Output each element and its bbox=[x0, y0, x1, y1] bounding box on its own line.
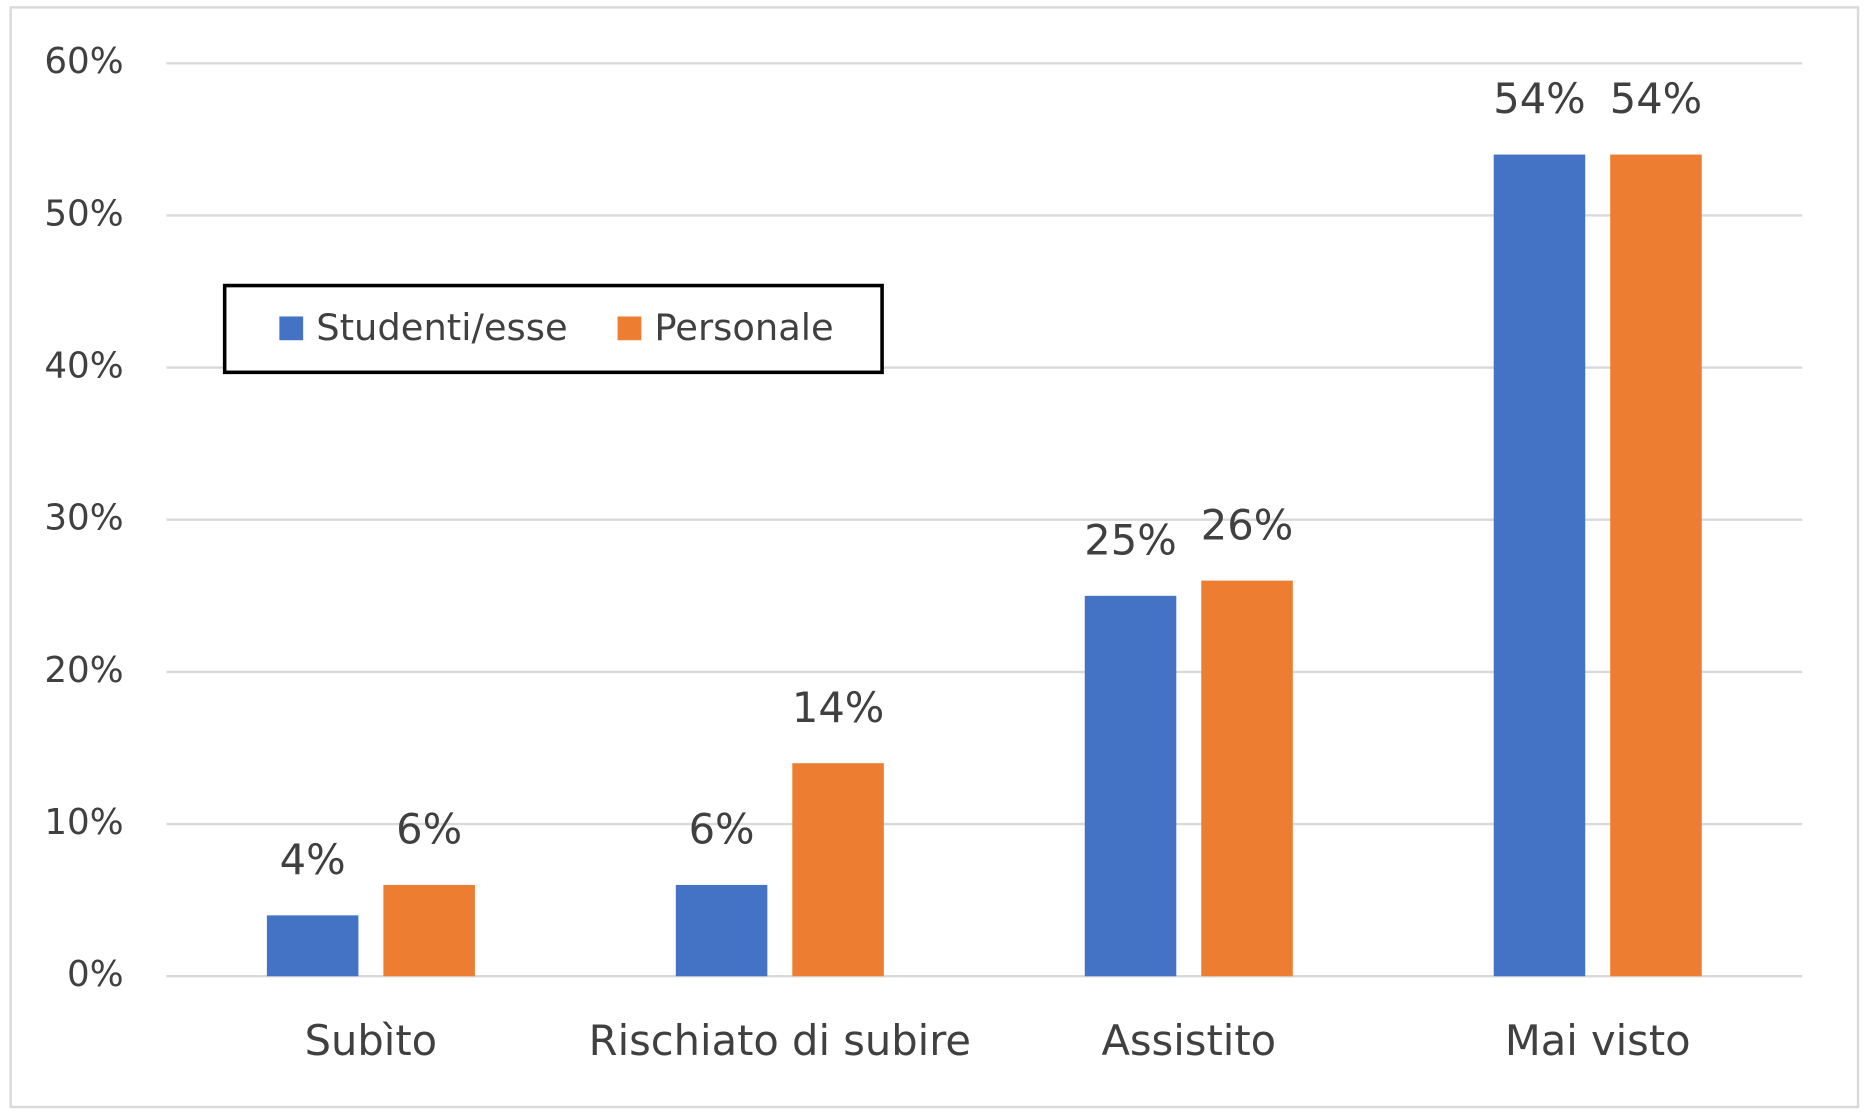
y-tick-label: 50% bbox=[44, 193, 123, 234]
x-tick-label: Subìto bbox=[305, 1016, 437, 1065]
legend-label: Studenti/esse bbox=[316, 306, 567, 349]
x-tick-label: Mai visto bbox=[1505, 1016, 1691, 1065]
x-tick-label: Rischiato di subire bbox=[589, 1016, 971, 1065]
data-label: 4% bbox=[280, 835, 346, 884]
data-label: 6% bbox=[689, 805, 755, 854]
legend-swatch bbox=[279, 316, 304, 341]
bar bbox=[675, 884, 768, 977]
bar bbox=[383, 884, 475, 977]
bar bbox=[1201, 580, 1293, 977]
y-tick-label: 0% bbox=[67, 954, 124, 995]
data-label: 54% bbox=[1493, 74, 1585, 123]
legend-box bbox=[222, 283, 884, 375]
data-label: 26% bbox=[1201, 500, 1293, 549]
y-tick-label: 30% bbox=[44, 498, 123, 539]
data-label: 54% bbox=[1610, 74, 1702, 123]
x-tick-label: Assistito bbox=[1101, 1016, 1276, 1065]
bar bbox=[1610, 154, 1702, 977]
y-tick-label: 40% bbox=[44, 346, 123, 387]
legend-swatch bbox=[617, 316, 642, 341]
bar bbox=[792, 763, 884, 977]
y-tick-label: 20% bbox=[44, 650, 123, 691]
data-label: 14% bbox=[792, 683, 884, 732]
legend-label: Personale bbox=[654, 306, 833, 349]
y-tick-label: 10% bbox=[44, 802, 123, 843]
bar bbox=[266, 915, 359, 977]
bar bbox=[1084, 595, 1177, 977]
data-label: 6% bbox=[396, 805, 462, 854]
y-tick-label: 60% bbox=[44, 41, 123, 82]
bar bbox=[1493, 154, 1586, 977]
data-label: 25% bbox=[1084, 516, 1176, 565]
